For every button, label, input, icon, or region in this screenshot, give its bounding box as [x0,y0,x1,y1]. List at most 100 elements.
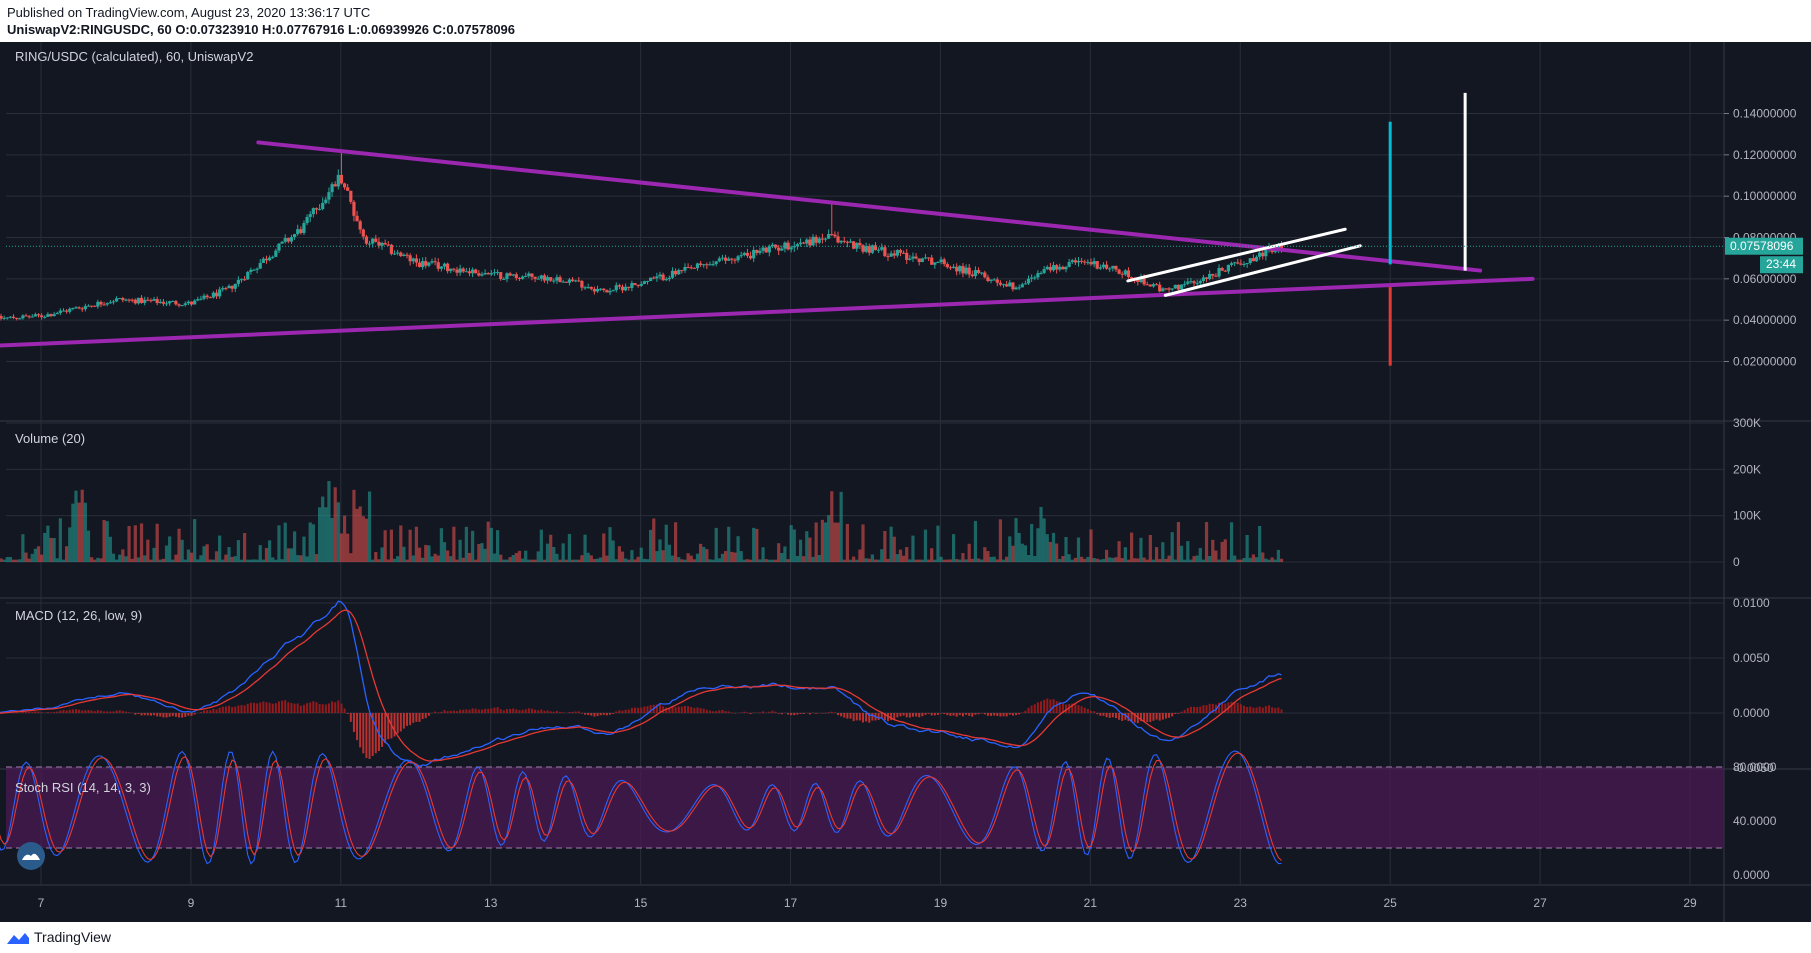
macd-hist-bar [683,706,686,713]
volume-bar [589,555,593,562]
channel-upper-line [1126,227,1347,283]
candle-body [27,316,31,318]
candle-body [802,242,806,244]
volume-bar [289,548,294,562]
volume-bar [296,555,300,562]
macd-hist-bar [574,711,577,713]
candle-body [911,256,915,259]
macd-hist-bar [802,713,805,714]
candle-body [1189,281,1193,283]
volume-bar [827,515,831,562]
volume-bar [842,559,846,562]
candle-body [1233,262,1237,264]
macd-hist-bar [1133,713,1136,723]
macd-hist-bar [658,704,661,713]
macd-hist-bar [256,703,259,713]
candle-body [386,244,390,246]
macd-hist-bar [674,707,677,713]
macd-hist-bar [546,710,549,713]
volume-bar [989,556,993,562]
candle-body [1030,277,1034,279]
macd-hist-bar [1264,706,1267,713]
candle-body [592,288,597,292]
candle-body [83,306,87,310]
volume-bar [1183,559,1187,562]
x-tick-label: 17 [784,896,798,910]
volume-bar [15,559,19,562]
volume-bar [80,489,84,562]
volume-bar [355,508,359,562]
x-tick-label: 21 [1084,896,1098,910]
candle-body [289,237,294,242]
volume-bar [274,559,278,562]
volume-bar [1061,556,1065,562]
volume-bar [773,559,778,562]
volume-bar [74,490,78,562]
volume-bar [599,557,603,562]
candle-body [55,312,59,315]
volume-bar [1120,558,1124,562]
candle-body [1223,270,1227,272]
macd-hist-bar [1218,702,1221,713]
volume-bar [764,559,768,562]
macd-hist-bar [521,709,524,713]
macd-hist-bar [71,709,74,713]
candle-body [1086,262,1090,264]
volume-bar [280,559,284,562]
candle-body [461,268,465,272]
candle-body [349,190,353,202]
macd-hist-bar [1024,710,1027,713]
macd-hist-bar [427,713,430,716]
candle-body [789,247,793,250]
macd-hist-bar [580,713,583,714]
chart-svg[interactable]: 7 9 11 13 15 17 19 21 23 25 27 29 0.14000000 0.120000… [0,42,1811,922]
candle-body [1226,264,1231,272]
volume-bar [839,491,843,562]
macd-hist-bar [602,713,605,715]
published-info: Published on TradingView.com, August 23,… [7,5,371,20]
volume-bar [336,502,340,562]
macd-hist-bar [37,711,40,713]
macd-hist-bar [1002,713,1005,717]
candle-body [577,280,581,282]
candle-body [433,261,437,263]
candle-body [1105,264,1109,269]
candle-body [193,300,197,305]
candle-body [1248,258,1252,264]
drawings[interactable] [0,92,1724,366]
candle-body [917,258,921,263]
candle-body [174,301,178,305]
macd-hist-bar [199,712,202,713]
candle-body [808,239,812,246]
candle-body [492,272,497,274]
volume-bar [683,559,687,562]
volume-bar [30,553,34,562]
candle-body [630,283,634,288]
volume-bar [748,559,753,562]
candle-body [639,283,643,286]
macd-hist-bar [168,713,171,717]
macd-hist-bar [665,707,668,713]
volume-bar [427,545,431,562]
volume-bar [346,533,350,562]
macd-hist-bar [933,713,936,716]
volume-bar [1089,529,1093,562]
volume-bar [1233,555,1237,562]
candle-body [755,249,759,253]
volume-bar [161,558,166,562]
candle-body [261,258,265,263]
macd-hist-bar [893,713,896,720]
candle-body [814,236,818,243]
volume-bar [926,559,931,562]
macd-hist-bar [49,712,52,713]
macd-hist-bar [84,710,87,713]
chart-area[interactable]: 7 9 11 13 15 17 19 21 23 25 27 29 0.14000000 0.120000… [0,42,1811,922]
volume-bar [508,557,512,562]
macd-hist-bar [1268,705,1271,713]
volume-bar [695,553,700,562]
candle-body [1083,261,1087,263]
volume-bar [183,559,187,562]
macd-hist-bar [1230,701,1233,713]
ascending-trendline [0,276,1535,348]
volume-bar [230,556,234,562]
